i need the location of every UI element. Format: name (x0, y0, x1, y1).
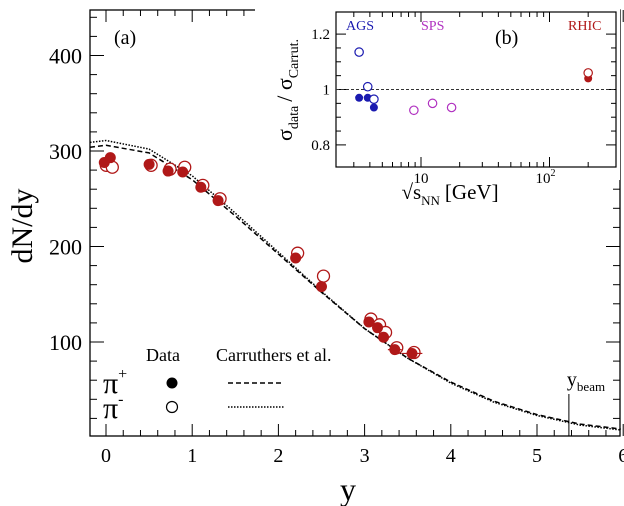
inset-point-open (362, 81, 373, 92)
inset-point-open (409, 105, 419, 116)
y-beam-label-main: y (567, 369, 577, 391)
data-point-pi-plus (389, 344, 401, 356)
inset-y-label-sub2: Carrut. (287, 39, 302, 78)
data-point-pi-plus (162, 165, 174, 177)
inset-y-label-main: σ (272, 129, 297, 141)
data-point-pi-minus (316, 269, 331, 283)
legend-pi-minus-sup: - (118, 391, 123, 408)
legend-data-header: Data (146, 345, 180, 365)
main-legend: Data Carruthers et al. π+ π- (103, 345, 331, 425)
main-curves (89, 139, 621, 431)
data-point-pi-plus (195, 181, 207, 193)
data-point-pi-plus (212, 195, 224, 207)
data-point-pi-plus (406, 347, 418, 359)
inset-y-label-sub1: data (287, 105, 302, 129)
inset-y-axis-label: σdata / σCarrut. (272, 39, 302, 141)
inset-point-open (427, 98, 438, 109)
inset-y-tick-label: 0.8 (311, 138, 330, 154)
inset-x-label-unit: [GeV] (445, 180, 499, 204)
main-x-tick-label: 0 (101, 445, 111, 467)
main-y-tick-label: 100 (49, 330, 82, 355)
legend-pi-plus-label: π+ (103, 366, 127, 400)
legend-model-header: Carruthers et al. (216, 345, 331, 365)
inset-x-label-main: √s (401, 180, 421, 204)
main-y-tick-label: 200 (49, 235, 82, 260)
legend-pi-plus-marker (166, 377, 178, 389)
main-x-tick-label: 4 (446, 445, 456, 467)
data-point-pi-plus (104, 152, 116, 164)
main-x-tick-label: 2 (273, 445, 283, 467)
model-curve-pi-plus (89, 144, 621, 430)
main-x-tick-label: 1 (187, 445, 197, 467)
inset-x-label-sub: NN (421, 193, 440, 208)
inset-background (255, 8, 620, 180)
main-x-axis-label: y (340, 471, 356, 506)
legend-pi-plus-sup: + (118, 366, 127, 383)
y-beam-label-sub: beam (577, 379, 605, 394)
inset-y-tick-label: 1.2 (311, 27, 330, 43)
inset-point-filled (355, 93, 364, 102)
group-label-sps: SPS (421, 19, 444, 34)
group-label-rhic: RHIC (568, 19, 601, 34)
data-point-pi-plus (363, 316, 375, 328)
panel-a-label: (a) (114, 27, 136, 49)
data-point-pi-plus (372, 322, 384, 334)
main-y-tick-label: 300 (49, 139, 82, 164)
main-x-tick-label: 5 (532, 445, 542, 467)
inset-y-label-mid: / σ (272, 78, 297, 102)
inset-point-open (369, 94, 379, 104)
main-x-tick-label: 3 (360, 445, 370, 467)
main-y-tick-label: 400 (49, 44, 82, 69)
inset-x-tick-label: 10 (414, 171, 429, 187)
inset-point-open (446, 102, 457, 113)
model-curve-pi-minus (89, 139, 621, 431)
inset-point-open (583, 68, 593, 78)
data-point-pi-plus (177, 166, 189, 178)
inset-points (354, 47, 593, 116)
panel-b-label: (b) (495, 27, 518, 49)
legend-pi-minus-marker (165, 400, 179, 414)
main-y-axis-label: dN/dy (6, 189, 39, 264)
legend-pi-minus-symbol: π (103, 392, 118, 425)
y-beam-label: ybeam (567, 369, 605, 394)
inset-x-tick-label: 102 (536, 168, 556, 187)
inset-point-open (354, 47, 364, 57)
legend-pi-plus-symbol: π (103, 367, 118, 400)
data-point-pi-plus (316, 281, 327, 293)
group-label-ags: AGS (346, 19, 374, 34)
inset-x-tick-exponent: 2 (551, 168, 556, 179)
inset-x-axis-label: √sNN [GeV] (401, 180, 498, 208)
data-point-pi-plus (378, 331, 390, 343)
main-x-tick-label: 6 (618, 445, 624, 467)
inset-point-filled (369, 103, 378, 112)
data-point-pi-plus (290, 252, 302, 264)
inset-y-tick-label: 1 (323, 83, 331, 99)
data-point-pi-plus (143, 158, 155, 170)
legend-pi-minus-label: π- (103, 391, 123, 425)
main-points (98, 152, 423, 360)
